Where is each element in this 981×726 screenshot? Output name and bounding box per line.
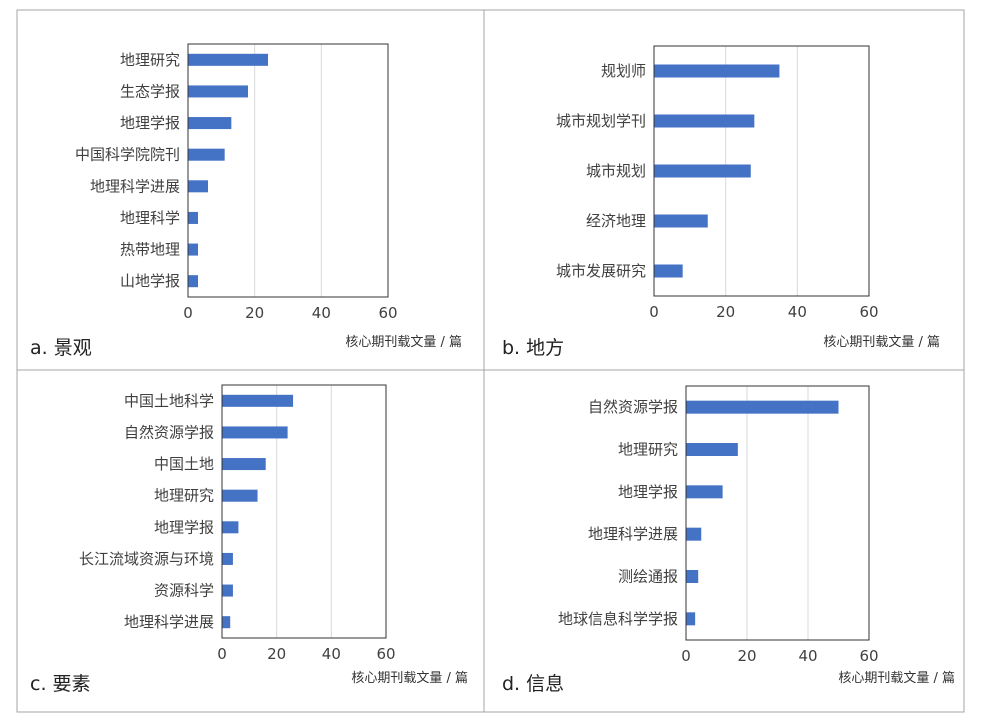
x-tick-label: 40: [322, 645, 341, 663]
x-tick-label: 20: [267, 645, 286, 663]
bar: [188, 180, 208, 193]
panel-label: c. 要素: [30, 673, 91, 695]
category-label: 城市规划学刊: [556, 112, 646, 130]
category-label: 自然资源学报: [588, 398, 678, 416]
bar: [222, 521, 239, 534]
category-label: 生态学报: [120, 82, 180, 100]
category-label: 地理科学进展: [90, 177, 180, 195]
bar: [188, 243, 198, 256]
bar: [222, 394, 294, 407]
x-tick-label: 0: [183, 304, 193, 322]
category-label: 地理研究: [154, 487, 214, 505]
panel-label: a. 景观: [30, 337, 92, 359]
x-tick-label: 60: [859, 647, 878, 665]
bar: [222, 584, 233, 597]
bar: [654, 164, 751, 178]
bar: [188, 211, 198, 224]
category-label: 热带地理: [120, 241, 180, 259]
x-tick-label: 0: [217, 645, 227, 663]
x-tick-label: 60: [376, 645, 395, 663]
category-label: 地理学报: [120, 114, 180, 132]
x-tick-label: 20: [245, 304, 264, 322]
bar: [222, 616, 231, 629]
bar: [686, 400, 839, 414]
category-label: 自然资源学报: [124, 423, 214, 441]
x-tick-label: 60: [859, 303, 878, 321]
x-tick-label: 0: [681, 647, 691, 665]
bar: [222, 552, 233, 565]
x-axis-label: 核心期刊载文量 / 篇: [345, 335, 462, 350]
category-label: 中国土地科学: [124, 392, 214, 410]
category-label: 中国科学院院刊: [75, 146, 180, 164]
bar: [686, 612, 696, 626]
category-label: 资源科学: [154, 582, 214, 600]
bar: [222, 489, 258, 502]
category-label: 城市规划: [586, 162, 646, 180]
x-axis-label: 核心期刊载文量 / 篇: [838, 671, 955, 686]
bar: [188, 275, 198, 288]
x-tick-label: 20: [716, 303, 735, 321]
x-tick-label: 40: [798, 647, 817, 665]
x-tick-label: 40: [788, 303, 807, 321]
category-label: 地球信息科学学报: [558, 610, 678, 628]
x-axis-label: 核心期刊载文量 / 篇: [823, 335, 940, 350]
bar: [654, 114, 755, 128]
category-label: 地理研究: [618, 441, 678, 459]
category-label: 地理科学进展: [124, 613, 214, 631]
panel-label: d. 信息: [502, 673, 564, 695]
x-tick-label: 20: [737, 647, 756, 665]
bar: [188, 117, 232, 130]
bar: [654, 64, 780, 78]
bar: [222, 458, 266, 471]
category-label: 城市发展研究: [556, 262, 646, 280]
category-label: 经济地理: [586, 212, 646, 230]
panel-label: b. 地方: [502, 337, 564, 359]
category-label: 长江流域资源与环境: [79, 550, 214, 568]
bar: [188, 53, 268, 66]
category-label: 地理科学进展: [588, 525, 678, 543]
plot-frame: [685, 385, 870, 641]
bar: [188, 85, 248, 98]
plot-frame: [653, 45, 870, 297]
bar: [686, 570, 699, 583]
plot-frame: [187, 43, 389, 298]
bar: [222, 426, 288, 439]
category-label: 测绘通报: [618, 568, 678, 586]
bar: [686, 443, 738, 456]
bar: [654, 264, 683, 278]
category-label: 山地学报: [120, 272, 180, 290]
category-label: 规划师: [601, 62, 646, 80]
category-label: 地理学报: [618, 483, 678, 501]
category-label: 中国土地: [154, 455, 214, 473]
plot-frame: [221, 384, 387, 639]
category-label: 地理研究: [120, 51, 180, 69]
category-label: 地理学报: [154, 518, 214, 536]
x-tick-label: 0: [649, 303, 659, 321]
bar: [188, 148, 225, 161]
bar: [686, 527, 702, 541]
category-label: 地理科学: [120, 209, 180, 227]
x-tick-label: 60: [378, 304, 397, 322]
bar: [654, 214, 708, 228]
x-tick-label: 40: [312, 304, 331, 322]
x-axis-label: 核心期刊载文量 / 篇: [351, 671, 468, 686]
figure-border: [16, 9, 965, 713]
bar: [686, 485, 723, 499]
